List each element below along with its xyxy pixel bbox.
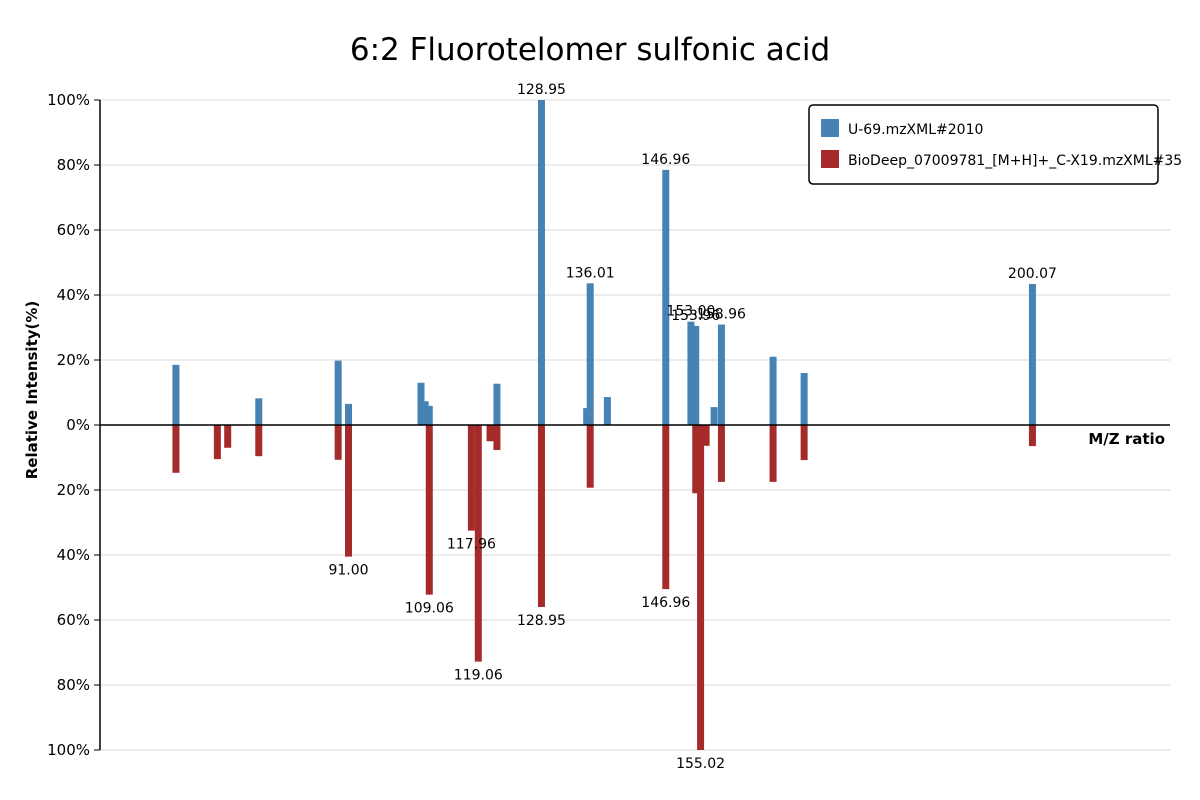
axes: [99, 100, 1170, 750]
peak-bar-series-1: [172, 364, 180, 425]
legend-label-series-2: BioDeep_07009781_[M+H]+_C-X19.mzXML#35: [848, 153, 1182, 169]
peak-bar-series-2: [1028, 425, 1036, 447]
peak-label: 119.06: [454, 668, 503, 684]
y-tick-label: 40%: [57, 546, 90, 564]
peak-bar-series-2: [493, 425, 501, 451]
peak-bar-series-1: [537, 100, 545, 425]
y-tick-label: 60%: [57, 611, 90, 629]
legend-swatch-series-2: [821, 150, 839, 168]
peak-bar-series-1: [586, 283, 594, 425]
peak-bar-series-2: [717, 425, 725, 482]
peak-bar-series-2: [474, 425, 482, 662]
peak-bar-series-1: [334, 360, 342, 425]
y-tick-label: 100%: [47, 91, 90, 109]
legend-box: [808, 104, 1159, 185]
chart-title: 6:2 Fluorotelomer sulfonic acid: [350, 32, 830, 68]
peak-label: 146.96: [641, 595, 690, 611]
peak-bar-series-1: [493, 383, 501, 425]
y-tick-label: 20%: [57, 481, 90, 499]
peak-bar-series-2: [213, 425, 221, 460]
peak-bar-series-1: [800, 373, 808, 425]
peak-label: 136.01: [566, 265, 615, 281]
peak-bar-series-2: [702, 425, 710, 446]
peak-bar-series-2: [662, 425, 670, 590]
legend: U-69.mzXML#2010 BioDeep_07009781_[M+H]+_…: [808, 104, 1182, 185]
peak-label: 200.07: [1008, 266, 1057, 282]
x-axis-label: M/Z ratio: [1088, 430, 1165, 448]
peak-bar-series-1: [421, 401, 429, 425]
peak-bar-series-1: [345, 403, 353, 425]
peak-label: 117.96: [447, 537, 496, 553]
y-tick-label: 20%: [57, 351, 90, 369]
peak-bar-series-2: [224, 425, 232, 448]
peak-bar-series-2: [692, 425, 700, 494]
peak-label: 128.95: [517, 82, 566, 98]
y-axis-label: Relative Intensity(%): [23, 301, 41, 480]
peak-bar-series-1: [417, 382, 425, 425]
peak-bar-series-2: [769, 425, 777, 482]
y-tick-label: 0%: [66, 416, 90, 434]
peak-label: 158.96: [697, 307, 746, 323]
peak-bar-series-2: [425, 425, 433, 595]
peak-bar-series-1: [425, 405, 433, 425]
peak-bar-series-1: [692, 325, 700, 425]
peak-bar-series-2: [172, 425, 180, 473]
peak-bar-series-1: [710, 407, 718, 425]
peak-bar-series-2: [255, 425, 263, 457]
peak-bar-series-1: [255, 398, 263, 425]
y-tick-labels: 100% 80% 60% 40% 20% 0% 20% 40% 60% 80% 100%: [47, 91, 100, 759]
y-tick-label: 80%: [57, 156, 90, 174]
y-tick-label: 60%: [57, 221, 90, 239]
legend-swatch-series-1: [821, 119, 839, 137]
peak-bar-series-2: [467, 425, 475, 531]
peak-label: 109.06: [405, 601, 454, 617]
peak-bar-series-1: [603, 397, 611, 425]
peak-bar-series-2: [586, 425, 594, 488]
peak-bar-series-2: [486, 425, 494, 442]
peak-bar-series-2: [334, 425, 342, 460]
peak-label: 146.96: [641, 152, 690, 168]
peak-label: 91.00: [328, 563, 368, 579]
peak-bar-series-1: [717, 324, 725, 425]
peak-bar-series-2: [697, 425, 705, 750]
peak-bar-series-1: [687, 321, 695, 425]
peak-bar-series-2: [345, 425, 353, 557]
peak-bar-series-1: [1028, 283, 1036, 425]
legend-label-series-1: U-69.mzXML#2010: [848, 122, 983, 138]
peak-label: 128.95: [517, 613, 566, 629]
peak-bar-series-1: [583, 408, 591, 425]
gridlines: [100, 99, 1170, 751]
y-tick-label: 100%: [47, 741, 90, 759]
peak-label: 153.96: [671, 308, 720, 324]
peak-bar-series-1: [769, 356, 777, 425]
peak-label: 155.02: [676, 756, 725, 772]
peak-bar-series-2: [537, 425, 545, 607]
y-tick-label: 40%: [57, 286, 90, 304]
peak-label: 153.00: [666, 304, 715, 320]
y-tick-label: 80%: [57, 676, 90, 694]
peak-bars: [172, 100, 1036, 750]
peak-bar-series-1: [662, 169, 670, 425]
peak-bar-series-2: [800, 425, 808, 461]
